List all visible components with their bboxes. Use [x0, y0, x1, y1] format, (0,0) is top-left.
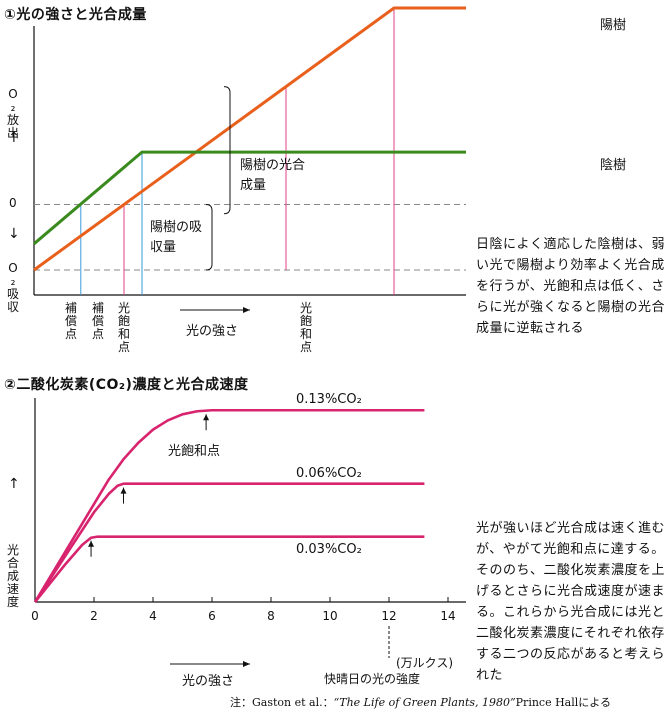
chart2-xtick-label-6: 12 [381, 609, 396, 623]
footnote: 注：Gaston et al.：“The Life of Green Plant… [230, 694, 611, 710]
chart1-series-line-1 [33, 150, 466, 245]
footnote-suffix: Prince Hallによる [515, 696, 611, 709]
series-label-006: 0.06%CO₂ [296, 466, 362, 481]
chart2-title: ②二酸化炭素(CO₂)濃度と光合成速度 [4, 377, 249, 393]
chart1-ylabel-top: O₂放出 [6, 87, 19, 140]
chart2-x-unit: (万ルクス) [396, 656, 454, 670]
series-label-inju: 陰樹 [600, 158, 627, 173]
chart2-xtick-label-1: 2 [90, 609, 98, 623]
series-label-013: 0.13%CO₂ [296, 392, 362, 407]
footnote-prefix: 注：Gaston et al.： [230, 696, 334, 709]
chart2-xtick-label-4: 8 [267, 609, 275, 623]
chart2-series-line-2 [33, 535, 425, 603]
bracket-label-absorption: 陽樹の吸収量 [150, 220, 203, 255]
chart1-xlabel: 光の強さ [186, 324, 239, 339]
side-note-1: 日陰によく適応した陰樹は、弱い光で陽樹より効率よく光合成を行うが、光飽和点は低く… [476, 237, 666, 336]
chart2-xtick-label-2: 4 [149, 609, 157, 623]
chart2-series-line-1 [33, 482, 425, 603]
chart2-xtick-label-3: 6 [208, 609, 216, 623]
chart1-ylabel-bottom: O₂吸収 [6, 261, 19, 314]
bracket-photosynthesis [223, 86, 231, 215]
chart2-sat-arrowhead-0 [203, 414, 210, 421]
down-arrow-icon: ↓ [8, 226, 20, 242]
marker-label-compensation-1: 補償点 [64, 301, 77, 341]
annotation-saturation: 光飽和点 [168, 444, 221, 459]
up-arrow-icon: ↑ [8, 130, 20, 146]
bracket-label-photosynthesis: 陽樹の光合成量 [240, 158, 306, 193]
chart2-series-line-0 [33, 408, 425, 603]
marker-label-compensation-2: 補償点 [91, 301, 104, 341]
chart2-xtick-label-0: 0 [31, 609, 39, 623]
up-arrow-icon-2: ↑ [8, 476, 20, 492]
chart1-plot [33, 6, 466, 313]
chart1-x-arrow-head [243, 307, 250, 313]
side-note-2: 光が強いほど光合成は速く進むが、やがて光飽和点に達する。そののち、二酸化炭素濃度… [476, 521, 666, 683]
chart1-title: ①光の強さと光合成量 [4, 7, 147, 23]
chart1-series-line-0 [33, 6, 466, 272]
chart2-x-note: 快晴日の光の強度 [324, 672, 421, 686]
chart2-plot: 0 2 4 6 8 10 12 14 [31, 398, 466, 667]
footnote-title: “The Life of Green Plants, 1980” [333, 696, 516, 709]
chart2-xlabel: 光の強さ [182, 674, 235, 689]
series-label-003: 0.03%CO₂ [296, 542, 362, 557]
series-label-yoju: 陽樹 [600, 18, 627, 33]
chart2-xtick-label-5: 10 [322, 609, 337, 623]
chart2-sat-arrowhead-2 [88, 540, 95, 547]
chart2-sat-arrowhead-1 [120, 487, 127, 494]
chart2-xtick-label-7: 14 [440, 609, 455, 623]
chart2-x-arrow-head [243, 661, 250, 667]
chart2-ylabel: 光合成速度 [6, 543, 19, 609]
bracket-absorption [205, 204, 213, 271]
marker-label-saturation-1: 光飽和点 [117, 301, 130, 354]
chart1-zero-label: 0 [9, 196, 17, 210]
marker-label-saturation-2: 光飽和点 [299, 301, 312, 354]
